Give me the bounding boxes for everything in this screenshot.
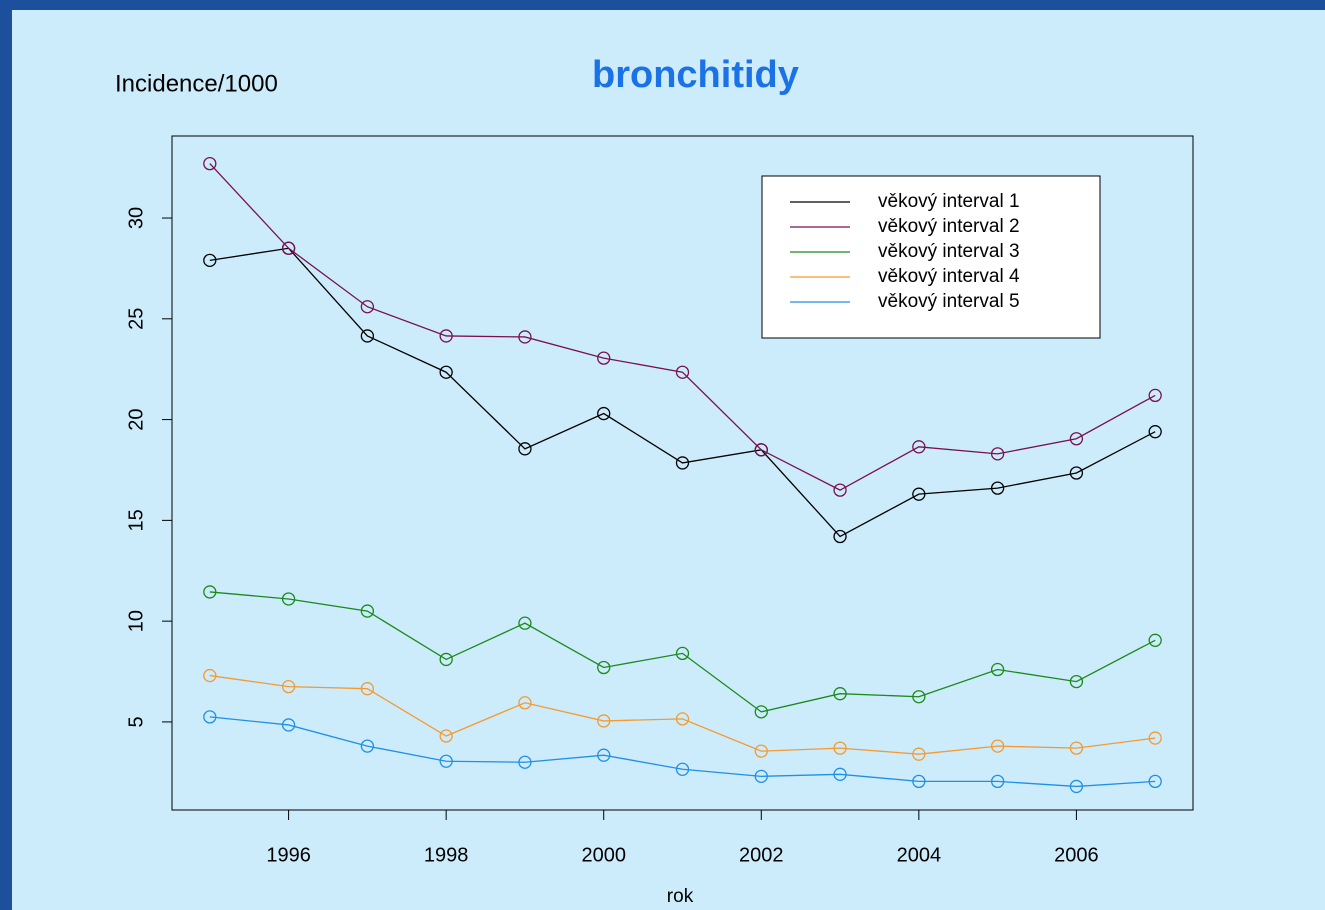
point — [1069, 432, 1084, 446]
point — [1069, 674, 1084, 689]
point — [203, 253, 217, 268]
point — [439, 652, 453, 667]
y-tick-label: 30 — [125, 207, 147, 229]
point — [518, 330, 532, 344]
y-tick-label: 10 — [125, 610, 147, 632]
y-axis-label: Incidence/1000 — [115, 70, 278, 97]
x-tick-label: 2006 — [1054, 844, 1099, 866]
point — [1069, 779, 1084, 794]
point — [990, 447, 1005, 461]
point — [518, 616, 532, 630]
x-tick-label: 1998 — [424, 844, 469, 866]
x-tick-label: 2002 — [739, 844, 784, 866]
point — [912, 440, 926, 454]
point — [754, 443, 768, 457]
point — [360, 739, 375, 753]
series-line — [209, 247, 1156, 538]
point — [281, 592, 296, 606]
point — [360, 329, 375, 343]
point — [912, 747, 926, 761]
legend-label: věkový interval 4 — [878, 266, 1020, 287]
point — [203, 668, 217, 683]
y-tick-label: 15 — [125, 509, 147, 531]
point — [675, 646, 690, 661]
point — [833, 741, 847, 755]
point — [597, 714, 611, 728]
series-line — [209, 163, 1156, 491]
point — [1069, 741, 1084, 755]
point — [675, 456, 690, 470]
legend-label: věkový interval 2 — [878, 216, 1020, 237]
point — [833, 767, 847, 781]
point — [675, 712, 690, 726]
point — [833, 687, 847, 701]
y-tick-label: 20 — [125, 408, 147, 430]
point — [1148, 633, 1162, 647]
point — [1148, 774, 1162, 789]
point — [1069, 466, 1084, 480]
point — [1148, 425, 1162, 439]
point — [203, 710, 217, 724]
point — [360, 300, 375, 314]
legend-label: věkový interval 1 — [878, 191, 1020, 212]
point — [518, 442, 532, 456]
point — [518, 696, 532, 710]
point — [203, 156, 217, 171]
point — [1148, 731, 1162, 745]
point — [518, 755, 532, 769]
point — [360, 682, 375, 696]
point — [675, 365, 690, 379]
point — [675, 762, 690, 776]
point — [597, 406, 611, 421]
point — [990, 662, 1005, 677]
series-line — [209, 674, 1156, 755]
point — [754, 705, 768, 719]
point — [990, 481, 1005, 495]
point — [912, 690, 926, 704]
plot-frame — [171, 135, 1194, 811]
legend-label: věkový interval 3 — [878, 241, 1020, 262]
point — [754, 744, 768, 758]
point — [203, 585, 217, 599]
y-tick-label: 5 — [125, 716, 147, 727]
x-tick-label: 2000 — [581, 844, 626, 866]
point — [990, 774, 1005, 789]
point — [439, 729, 453, 743]
legend-label: věkový interval 5 — [878, 291, 1020, 312]
point — [281, 718, 296, 732]
point — [281, 241, 296, 255]
slide-panel — [12, 10, 1325, 910]
legend-box — [761, 175, 1101, 339]
series-line — [209, 716, 1156, 788]
point — [439, 329, 453, 343]
point — [439, 754, 453, 768]
point — [597, 660, 611, 675]
point — [990, 739, 1005, 753]
x-axis-label: rok — [667, 886, 694, 907]
x-tick-label: 2004 — [897, 844, 942, 866]
chart-title: bronchitidy — [592, 54, 799, 96]
point — [597, 351, 611, 365]
series-line — [209, 591, 1156, 713]
x-tick-label: 1996 — [266, 844, 311, 866]
y-tick-label: 25 — [125, 308, 147, 330]
point — [912, 774, 926, 789]
point — [439, 365, 453, 379]
point — [833, 483, 847, 497]
point — [912, 487, 926, 501]
point — [1148, 388, 1162, 403]
point — [360, 604, 375, 618]
point — [754, 769, 768, 783]
point — [281, 679, 296, 694]
point — [597, 748, 611, 762]
point — [833, 529, 847, 544]
